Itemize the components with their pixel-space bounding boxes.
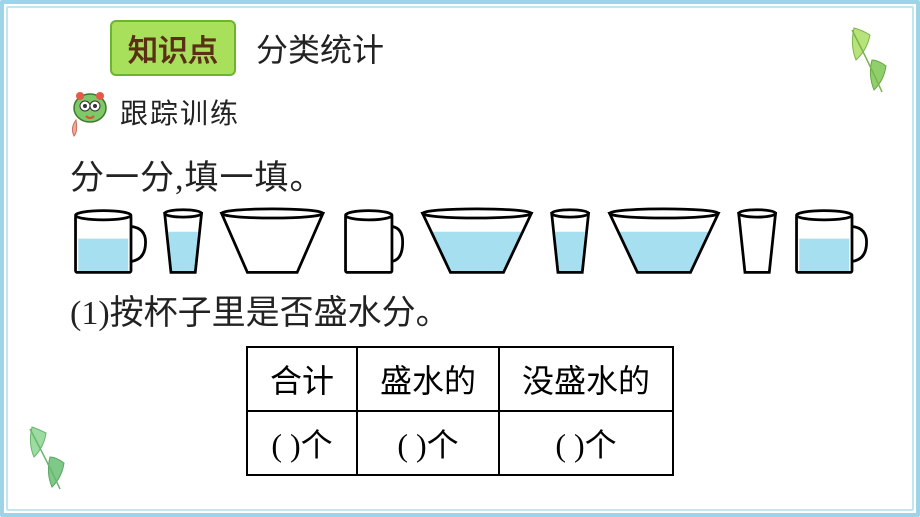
topic-title: 分类统计 — [256, 25, 384, 71]
col-header-withwater: 盛水的 — [357, 347, 499, 411]
section-subtitle: 跟踪训练 — [120, 92, 240, 132]
header-row: 知识点 分类统计 — [110, 20, 870, 76]
cup-bowl — [605, 205, 723, 279]
knowledge-badge: 知识点 — [110, 20, 236, 76]
table-value-row: ( )个 ( )个 ( )个 — [247, 411, 673, 475]
col-header-total: 合计 — [247, 347, 357, 411]
question-text: (1)按杯子里是否盛水分。 — [70, 285, 870, 334]
cup-mug — [791, 205, 870, 279]
stats-table: 合计 盛水的 没盛水的 ( )个 ( )个 ( )个 — [246, 346, 674, 476]
cup-bowl — [217, 205, 328, 279]
cup-mug — [70, 205, 149, 279]
cell-nowater: ( )个 — [499, 411, 673, 475]
subtitle-row: 跟踪训练 — [62, 86, 870, 138]
cell-total: ( )个 — [247, 411, 357, 475]
content-area: 知识点 分类统计 跟踪训练 分一分,填一填。 — [0, 0, 920, 476]
cup-bowl — [418, 205, 536, 279]
cup-small — [548, 205, 592, 279]
cup-small — [735, 205, 779, 279]
instruction-text: 分一分,填一填。 — [70, 150, 870, 199]
cup-small — [161, 205, 205, 279]
table-header-row: 合计 盛水的 没盛水的 — [247, 347, 673, 411]
cell-withwater: ( )个 — [357, 411, 499, 475]
cups-row — [70, 205, 870, 279]
col-header-nowater: 没盛水的 — [499, 347, 673, 411]
cup-mug — [340, 205, 406, 279]
mascot-icon — [62, 86, 112, 138]
